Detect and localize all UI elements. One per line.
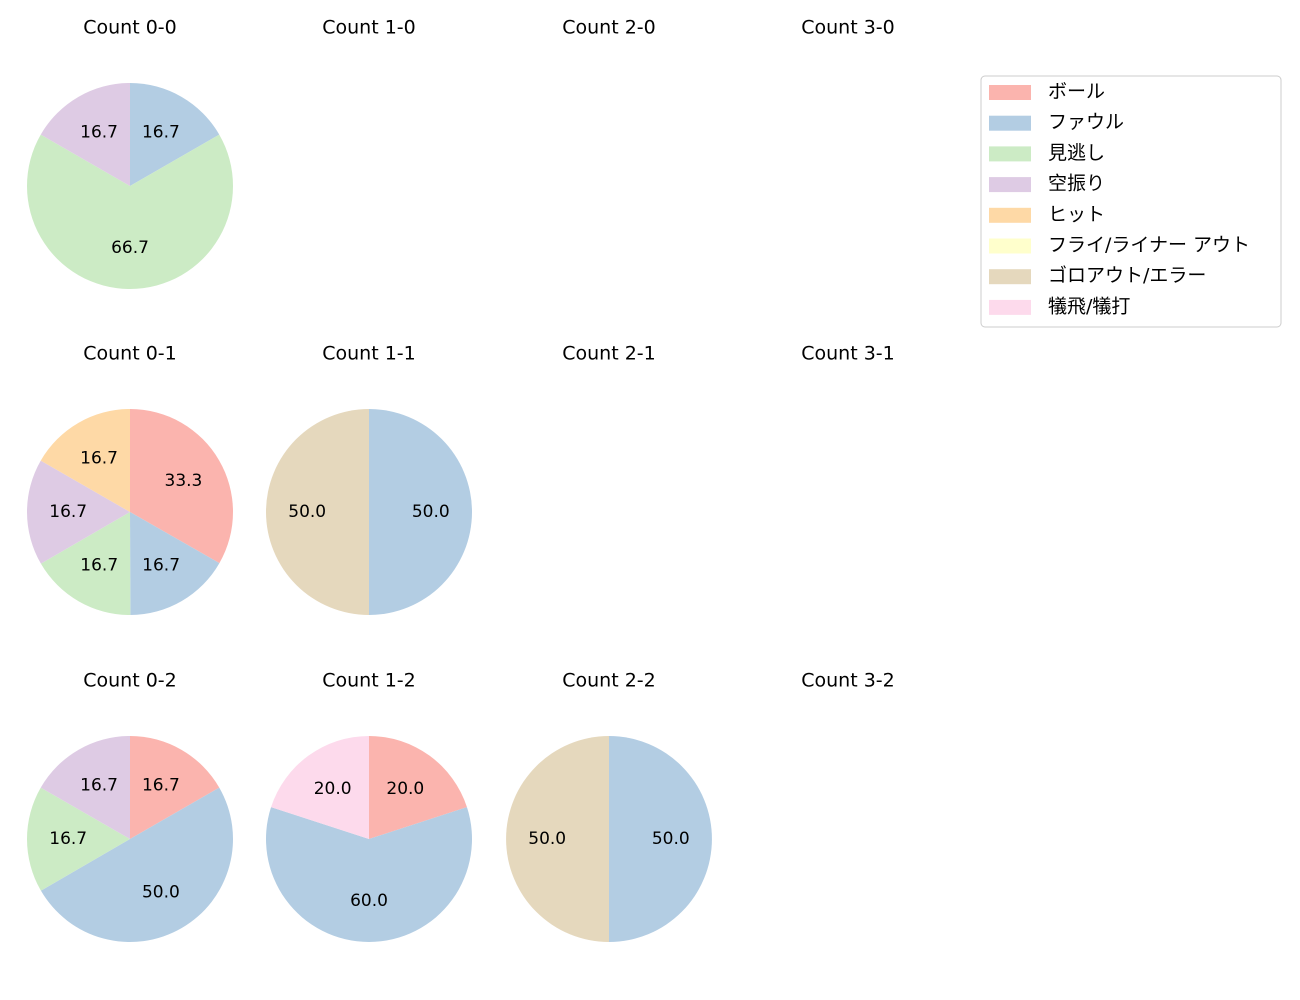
legend-label: ファウル: [1048, 111, 1124, 133]
chart-title: Count 1-1: [322, 343, 416, 365]
pie-slice: [266, 409, 369, 615]
legend-swatch: [989, 299, 1031, 315]
chart-title: Count 0-1: [83, 343, 177, 365]
legend-label: ヒット: [1048, 203, 1105, 225]
pie-slice: [266, 807, 472, 942]
chart-title: Count 3-0: [801, 17, 895, 39]
pie-slice: [40, 736, 130, 839]
pie-slice: [40, 409, 130, 512]
chart-title: Count 0-0: [83, 17, 177, 39]
slice-label: 66.7: [111, 238, 149, 258]
pie-slice: [26, 460, 130, 564]
pie-slice: [130, 512, 220, 615]
legend-box: [980, 75, 1282, 328]
pie-slice: [40, 787, 233, 942]
chart-title: Count 2-2: [562, 670, 656, 692]
slice-label: 20.0: [386, 779, 424, 799]
slice-label: 60.0: [350, 891, 388, 911]
pie-slice: [271, 736, 369, 839]
slice-label: 16.7: [80, 122, 118, 142]
legend-swatch: [989, 85, 1031, 100]
legend-label: 空振り: [1048, 173, 1105, 195]
slice-label: 16.7: [142, 775, 180, 795]
pie-slice: [609, 736, 712, 942]
legend-swatch: [989, 269, 1031, 285]
legend-swatch: [989, 238, 1031, 254]
chart-title: Count 3-1: [801, 343, 895, 365]
pie-slice: [506, 736, 609, 942]
chart-title: Count 2-0: [562, 17, 656, 39]
slice-label: 50.0: [142, 883, 180, 903]
slice-label: 33.3: [165, 471, 203, 491]
legend-swatch: [989, 177, 1031, 193]
chart-title: Count 1-0: [322, 17, 416, 39]
slice-label: 16.7: [142, 122, 180, 142]
legend-label: 見逃し: [1048, 142, 1105, 164]
slice-label: 16.7: [142, 555, 180, 575]
slice-label: 50.0: [652, 829, 690, 849]
chart-title: Count 1-2: [322, 670, 416, 692]
legend-label: ゴロアウト/エラー: [1048, 265, 1206, 287]
chart-title: Count 0-2: [83, 670, 177, 692]
slice-label: 16.7: [80, 448, 118, 468]
pie-slice: [130, 83, 220, 186]
slice-label: 16.7: [80, 556, 118, 576]
legend-label: ボール: [1048, 81, 1105, 103]
slice-label: 50.0: [412, 502, 450, 522]
slice-label: 16.7: [80, 775, 118, 795]
legend-swatch: [989, 207, 1031, 223]
slice-label: 16.7: [49, 829, 87, 849]
slice-label: 50.0: [288, 502, 326, 522]
chart-title: Count 2-1: [562, 343, 656, 365]
slice-label: 20.0: [314, 779, 352, 799]
pie-slice: [130, 409, 233, 564]
legend-swatch: [989, 115, 1031, 131]
pie-slice: [40, 83, 130, 186]
slice-label: 16.7: [49, 502, 87, 522]
legend-label: フライ/ライナー アウト: [1048, 234, 1250, 256]
pie-slice: [26, 134, 234, 289]
pie-slice: [369, 409, 472, 615]
pie-slice: [26, 787, 130, 891]
legend-label: 犠飛/犠打: [1048, 295, 1130, 317]
pie-slice: [130, 736, 220, 839]
chart-title: Count 3-2: [801, 670, 895, 692]
pie-slice: [369, 736, 467, 839]
pie-slice: [40, 512, 131, 615]
legend-swatch: [989, 146, 1031, 162]
slice-label: 50.0: [528, 829, 566, 849]
